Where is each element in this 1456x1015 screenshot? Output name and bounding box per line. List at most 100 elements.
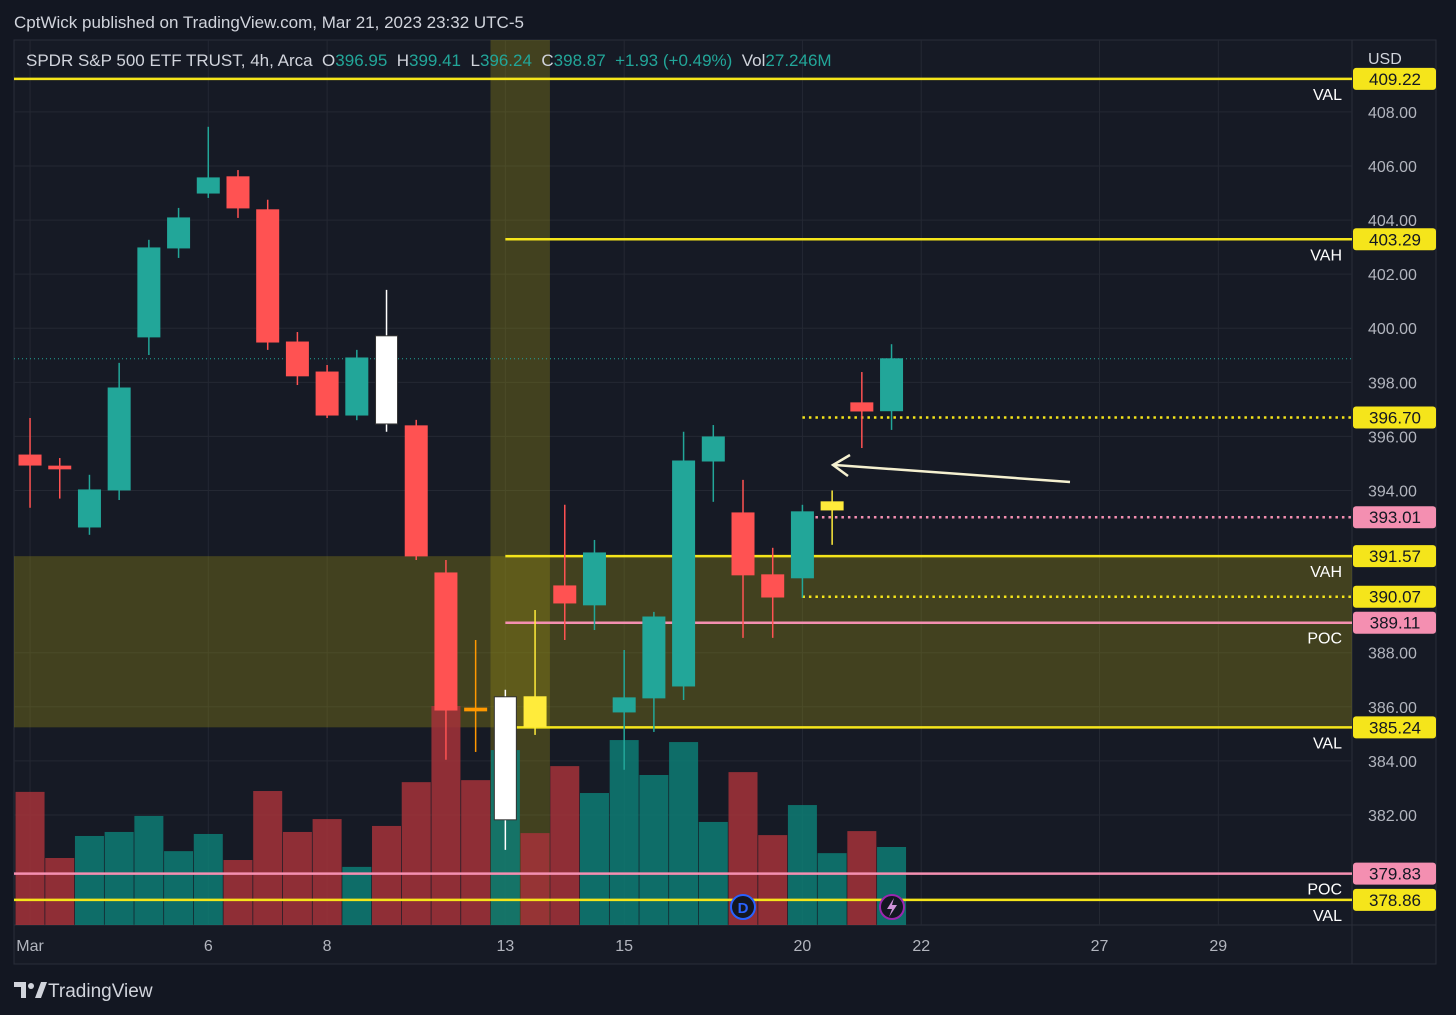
candle-body xyxy=(107,387,131,491)
x-tick-label: 20 xyxy=(794,938,812,955)
level-price-box xyxy=(1353,545,1436,568)
level-price-label: 396.70 xyxy=(1369,408,1421,427)
candle-body xyxy=(820,501,844,511)
level-name: VAL xyxy=(1313,908,1342,925)
close-value: 398.87 xyxy=(553,51,606,70)
candle-body xyxy=(553,585,577,604)
candle-body xyxy=(523,696,547,728)
x-tick-label: 13 xyxy=(496,938,514,955)
volume-bar xyxy=(223,860,253,925)
level-price-label: 385.24 xyxy=(1369,718,1421,737)
candle-body xyxy=(77,489,101,528)
level-name: POC xyxy=(1307,631,1342,648)
arrow-annotation xyxy=(830,453,1071,484)
level-price-label: 378.86 xyxy=(1369,891,1421,910)
candle-body xyxy=(464,707,488,712)
volume-bar xyxy=(104,831,134,925)
volume-bar xyxy=(758,835,788,925)
volume-bar xyxy=(550,766,580,925)
candle-body xyxy=(493,696,517,821)
level-price-box xyxy=(1353,585,1436,608)
x-tick-label: 15 xyxy=(615,938,633,955)
legend-header: SPDR S&P 500 ETF TRUST, 4h, Arca O396.95… xyxy=(26,51,832,71)
candle-body xyxy=(345,357,369,416)
candle-body xyxy=(404,425,428,557)
volume-bar xyxy=(847,831,877,925)
level-price-label: 409.22 xyxy=(1369,70,1421,89)
level-name: VAH xyxy=(1310,247,1342,264)
level-price-box xyxy=(1353,228,1436,251)
volume-bar xyxy=(312,819,342,925)
candle-body xyxy=(672,460,696,687)
level-price-box xyxy=(1353,716,1436,739)
x-tick-label: 29 xyxy=(1209,938,1227,955)
level-name: POC xyxy=(1307,882,1342,899)
candle-body xyxy=(612,697,636,713)
y-tick-label: 388.00 xyxy=(1368,646,1417,663)
volume-bar xyxy=(787,805,817,925)
x-tick-label: 27 xyxy=(1091,938,1109,955)
split-icon xyxy=(879,894,905,920)
event-icon-label: D xyxy=(738,900,749,917)
candle-body xyxy=(642,616,666,699)
candle-body xyxy=(137,247,161,338)
volume-bar xyxy=(342,866,372,925)
y-tick-label: 386.00 xyxy=(1368,700,1417,717)
y-tick-label: 406.00 xyxy=(1368,159,1417,176)
y-tick-label: 394.00 xyxy=(1368,483,1417,500)
high-value: 399.41 xyxy=(409,51,462,70)
volume-label: Vol xyxy=(741,51,766,70)
y-tick-label: 402.00 xyxy=(1368,267,1417,284)
chart-panel xyxy=(13,39,1437,965)
volume-bar xyxy=(253,791,283,925)
footer-logo xyxy=(14,982,47,998)
y-tick-label: 398.00 xyxy=(1368,375,1417,392)
symbol: SPDR S&P 500 ETF TRUST, 4h, Arca xyxy=(26,51,313,70)
change-value: +1.93 (+0.49%) xyxy=(615,51,733,70)
volume-bar xyxy=(579,793,609,925)
event-icon: D xyxy=(730,894,756,920)
candle-body xyxy=(315,371,339,416)
level-price-box xyxy=(1353,406,1436,429)
level-price-box xyxy=(1353,611,1436,634)
candle-body xyxy=(226,176,250,209)
x-tick-label: Mar xyxy=(16,938,44,955)
candle-body xyxy=(196,177,220,194)
candle-body xyxy=(582,552,606,606)
candle-body xyxy=(850,402,874,412)
candle-body xyxy=(18,454,42,466)
level-price-box xyxy=(1353,67,1436,90)
level-price-box xyxy=(1353,888,1436,911)
level-price-label: 403.29 xyxy=(1369,230,1421,249)
candle-body xyxy=(434,572,458,711)
volume-bar xyxy=(282,831,312,925)
x-tick-label: 6 xyxy=(204,938,213,955)
level-price-box xyxy=(1353,862,1436,885)
candle-body xyxy=(167,217,191,249)
low-label: L xyxy=(470,51,480,70)
candle-body xyxy=(790,511,814,579)
volume-bar xyxy=(134,815,164,925)
footer-brand: TradingView xyxy=(48,981,153,1002)
volume-bar xyxy=(74,835,104,925)
volume-bar xyxy=(45,858,75,925)
candle-body xyxy=(701,436,725,462)
publisher: CptWick published on TradingView.com, Ma… xyxy=(14,13,524,32)
volume-bar xyxy=(401,782,431,925)
y-tick-label: 396.00 xyxy=(1368,429,1417,446)
y-tick-label: 384.00 xyxy=(1368,754,1417,771)
volume-bar xyxy=(817,853,847,925)
level-price-box xyxy=(1353,506,1436,529)
y-tick-label: 382.00 xyxy=(1368,808,1417,825)
low-value: 396.24 xyxy=(479,51,532,70)
volume-bar xyxy=(669,742,699,925)
y-tick-label: 400.00 xyxy=(1368,321,1417,338)
y-tick-label: 408.00 xyxy=(1368,105,1417,122)
volume-value: 27.246M xyxy=(765,51,832,70)
level-name: VAH xyxy=(1310,564,1342,581)
open-value: 396.95 xyxy=(335,51,388,70)
volume-bar xyxy=(639,774,669,925)
currency: USD xyxy=(1368,51,1402,68)
